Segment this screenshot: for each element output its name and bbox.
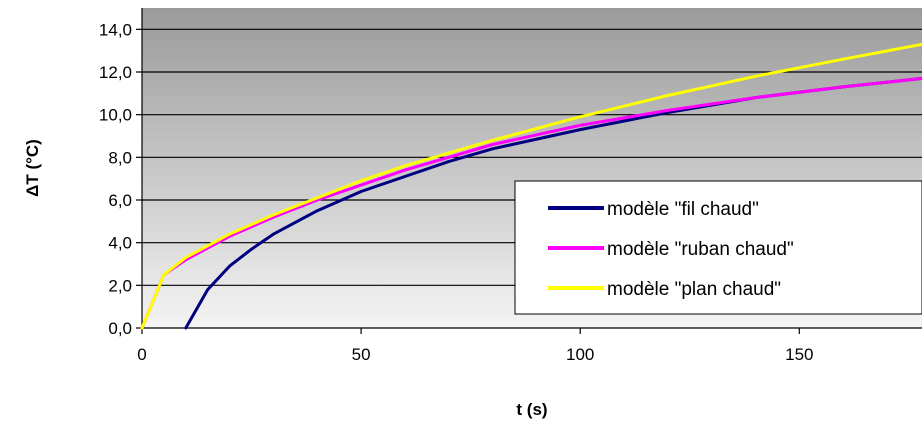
y-tick-label: 10,0: [99, 106, 132, 125]
y-tick-label: 12,0: [99, 63, 132, 82]
x-tick-label: 150: [785, 345, 813, 364]
x-tick-label: 100: [566, 345, 594, 364]
legend-item-fil-chaud-label: modèle "fil chaud": [607, 199, 759, 220]
x-tick-label: 0: [137, 345, 146, 364]
legend-item-ruban-chaud-label: modèle "ruban chaud": [607, 239, 794, 260]
x-tick-label: 50: [352, 345, 371, 364]
x-axis-label: t (s): [516, 400, 547, 419]
x-tick-labels: 0 50 100 150: [137, 328, 813, 364]
y-tick-label: 8,0: [108, 148, 132, 167]
y-tick-labels: 0,0 2,0 4,0 6,0 8,0 10,0 12,0 14,0: [99, 20, 142, 338]
legend: modèle "fil chaud" modèle "ruban chaud" mo…: [514, 180, 922, 315]
y-tick-label: 6,0: [108, 191, 132, 210]
series-line-plan-chaud: [140, 42, 922, 330]
y-tick-label: 2,0: [108, 276, 132, 295]
series-line-ruban-chaud: [140, 76, 922, 330]
y-tick-label: 4,0: [108, 234, 132, 253]
legend-item-plan-chaud-label: modèle "plan chaud": [607, 279, 781, 300]
y-tick-label: 0,0: [108, 319, 132, 338]
y-tick-label: 14,0: [99, 20, 132, 39]
y-axis-label: ΔT (°C): [23, 139, 42, 197]
series-lines: [140, 42, 922, 330]
